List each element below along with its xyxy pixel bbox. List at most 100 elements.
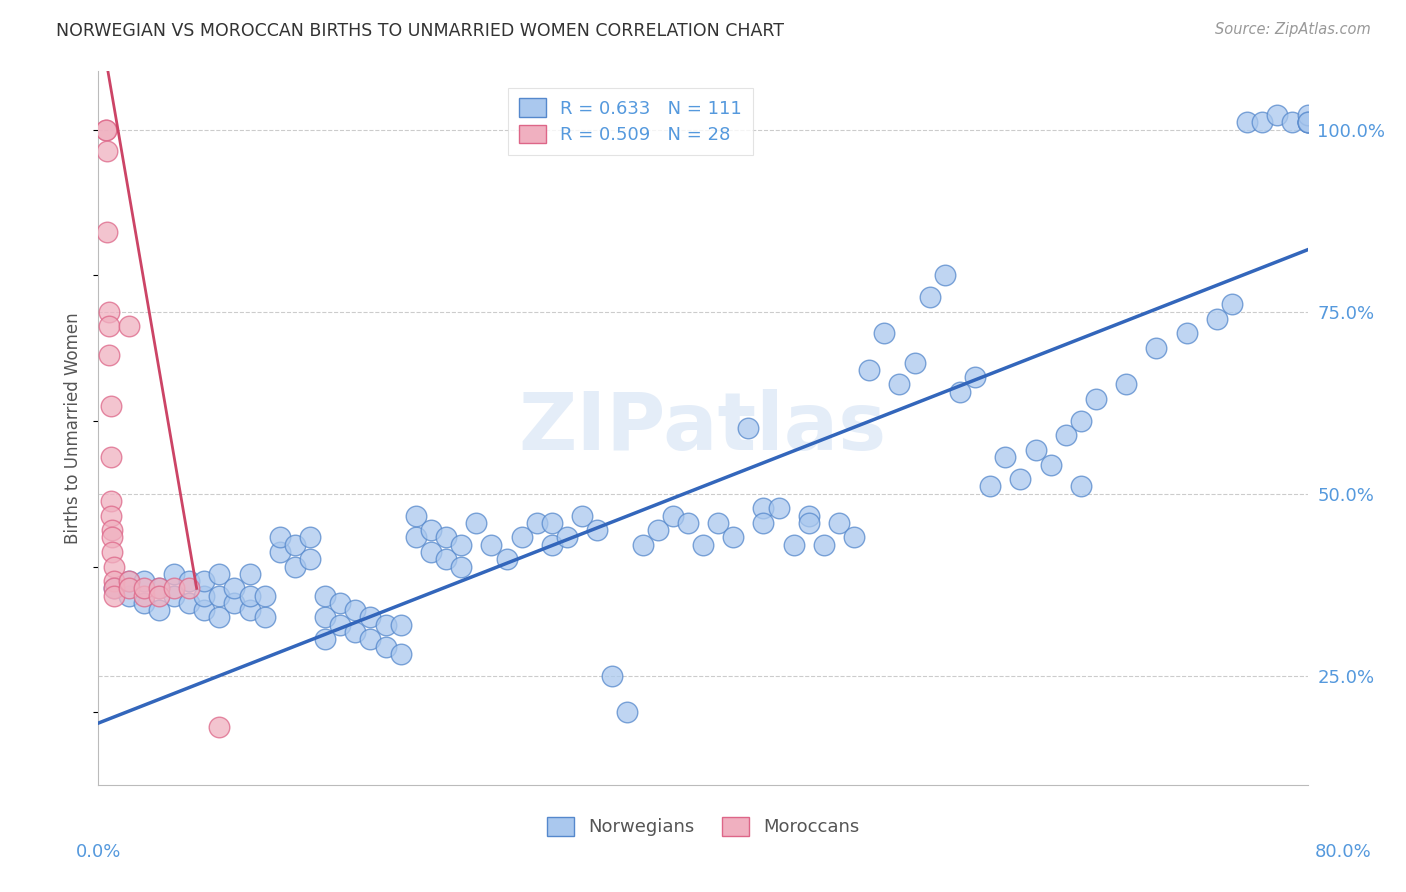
Point	[1296, 115, 1319, 129]
Point	[510, 530, 533, 544]
Y-axis label: Births to Unmarried Women: Births to Unmarried Women	[65, 312, 83, 544]
Point	[555, 530, 578, 544]
Point	[752, 501, 775, 516]
Legend: Norwegians, Moroccans: Norwegians, Moroccans	[536, 806, 870, 847]
Point	[1039, 458, 1062, 472]
Point	[844, 530, 866, 544]
Point	[797, 508, 820, 523]
Point	[783, 538, 806, 552]
Point	[737, 421, 759, 435]
Text: NORWEGIAN VS MOROCCAN BIRTHS TO UNMARRIED WOMEN CORRELATION CHART: NORWEGIAN VS MOROCCAN BIRTHS TO UNMARRIE…	[56, 22, 785, 40]
Point	[420, 545, 443, 559]
Point	[374, 640, 396, 654]
Point	[873, 326, 896, 341]
Point	[284, 559, 307, 574]
Point	[360, 632, 382, 647]
Text: ZIPatlas: ZIPatlas	[519, 389, 887, 467]
Point	[101, 530, 124, 544]
Point	[450, 559, 472, 574]
Point	[526, 516, 548, 530]
Point	[103, 582, 125, 596]
Point	[768, 501, 790, 516]
Point	[918, 290, 941, 304]
Point	[253, 589, 276, 603]
Point	[299, 552, 322, 566]
Text: Source: ZipAtlas.com: Source: ZipAtlas.com	[1215, 22, 1371, 37]
Point	[179, 596, 201, 610]
Point	[1281, 115, 1303, 129]
Point	[269, 545, 291, 559]
Point	[100, 508, 122, 523]
Point	[481, 538, 503, 552]
Point	[179, 574, 201, 588]
Point	[132, 582, 155, 596]
Point	[405, 530, 427, 544]
Point	[239, 566, 262, 581]
Point	[1236, 115, 1258, 129]
Point	[103, 589, 125, 603]
Point	[1296, 115, 1319, 129]
Point	[98, 319, 121, 334]
Point	[889, 377, 911, 392]
Point	[676, 516, 699, 530]
Point	[389, 647, 412, 661]
Point	[148, 603, 170, 617]
Point	[208, 566, 231, 581]
Point	[858, 363, 880, 377]
Point	[360, 610, 382, 624]
Point	[118, 574, 141, 588]
Point	[224, 596, 246, 610]
Point	[979, 479, 1001, 493]
Point	[495, 552, 517, 566]
Point	[103, 574, 125, 588]
Point	[602, 669, 624, 683]
Point	[723, 530, 745, 544]
Point	[208, 589, 231, 603]
Point	[208, 610, 231, 624]
Point	[1267, 108, 1289, 122]
Point	[374, 617, 396, 632]
Point	[465, 516, 488, 530]
Point	[94, 122, 117, 136]
Point	[571, 508, 593, 523]
Point	[179, 582, 201, 596]
Point	[100, 494, 122, 508]
Point	[132, 596, 155, 610]
Point	[98, 348, 121, 362]
Point	[96, 145, 118, 159]
Point	[1206, 312, 1229, 326]
Point	[100, 450, 122, 465]
Point	[934, 268, 956, 283]
Point	[193, 589, 215, 603]
Point	[239, 589, 262, 603]
Point	[299, 530, 322, 544]
Point	[1115, 377, 1137, 392]
Point	[94, 122, 117, 136]
Point	[389, 617, 412, 632]
Point	[269, 530, 291, 544]
Point	[1054, 428, 1077, 442]
Point	[904, 356, 927, 370]
Point	[450, 538, 472, 552]
Point	[692, 538, 714, 552]
Point	[1296, 108, 1319, 122]
Point	[224, 582, 246, 596]
Point	[101, 523, 124, 537]
Point	[1070, 414, 1092, 428]
Point	[661, 508, 683, 523]
Point	[103, 559, 125, 574]
Point	[1010, 472, 1032, 486]
Point	[1220, 297, 1243, 311]
Point	[965, 370, 987, 384]
Point	[1175, 326, 1198, 341]
Point	[1085, 392, 1108, 406]
Point	[163, 589, 186, 603]
Point	[344, 603, 367, 617]
Point	[208, 720, 231, 734]
Point	[647, 523, 669, 537]
Point	[103, 582, 125, 596]
Point	[1024, 442, 1046, 457]
Point	[828, 516, 851, 530]
Point	[434, 552, 457, 566]
Point	[314, 589, 336, 603]
